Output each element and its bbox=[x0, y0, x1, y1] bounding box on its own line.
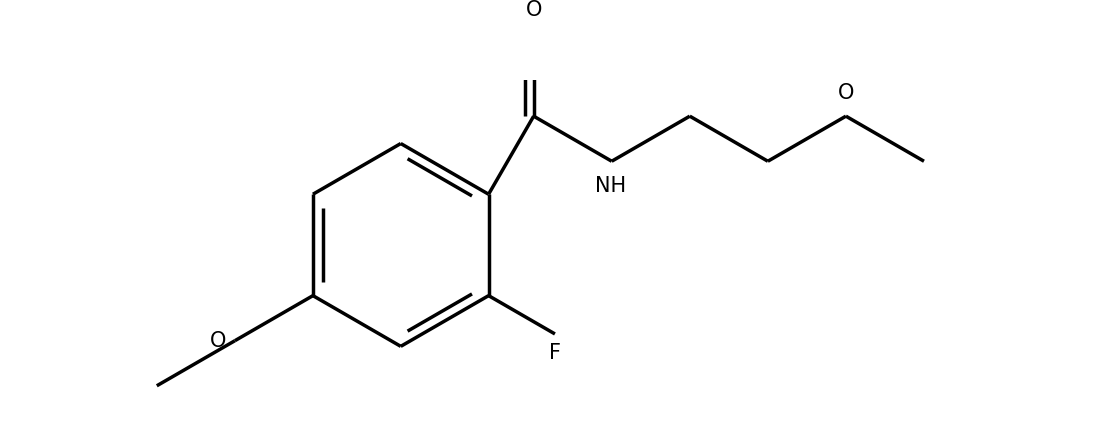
Text: O: O bbox=[526, 0, 542, 20]
Text: NH: NH bbox=[595, 176, 626, 196]
Text: O: O bbox=[838, 83, 854, 103]
Text: F: F bbox=[549, 343, 561, 363]
Text: O: O bbox=[209, 331, 226, 351]
